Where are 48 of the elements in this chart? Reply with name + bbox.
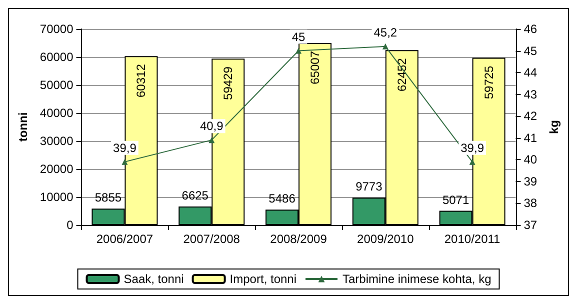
data-label: 59725 — [482, 65, 496, 100]
y2-axis-title: kg — [547, 120, 561, 134]
point — [382, 43, 388, 50]
y-tick-label: 0 — [66, 218, 74, 232]
y-tick-label: 70000 — [40, 22, 74, 36]
y2-tick-label: 38 — [524, 196, 538, 210]
data-label: 5486 — [268, 192, 296, 206]
data-label: 5855 — [94, 190, 122, 205]
point — [208, 137, 215, 144]
x-tick-label: 2007/2008 — [183, 232, 240, 246]
x-tick-label: 2008/2009 — [270, 232, 328, 246]
x-tick-label: 2010/2011 — [444, 232, 501, 246]
y2-tick-label: 42 — [524, 109, 538, 124]
data-label: 45,2 — [374, 25, 398, 40]
y-tick-label: 60000 — [40, 50, 74, 64]
legend-label: Saak, tonni — [124, 272, 184, 286]
y-tick-label: 10000 — [40, 190, 74, 204]
y-tick-label: 40000 — [40, 106, 74, 120]
y2-tick-label: 41 — [524, 130, 538, 145]
point — [296, 48, 302, 54]
y2-tick-label: 39 — [524, 174, 538, 188]
y-tick-label: 20000 — [40, 162, 74, 176]
y-axis-title: tonni — [16, 112, 30, 142]
data-label: 40,9 — [200, 119, 224, 134]
x-tick-label: 2006/2007 — [96, 232, 154, 246]
y2-tick-label: 43 — [524, 87, 538, 102]
data-label: 60312 — [134, 64, 148, 98]
data-label: 39,9 — [460, 140, 484, 155]
data-label: 65007 — [308, 50, 322, 84]
data-label: 6625 — [182, 188, 209, 202]
y2-tick-label: 45 — [524, 44, 538, 58]
data-label: 39,9 — [113, 140, 137, 155]
x-tick-label: 2009/2010 — [357, 232, 414, 246]
data-label: 62452 — [394, 58, 409, 92]
legend-label: Tarbimine inimese kohta, kg — [342, 272, 492, 286]
data-label: 59429 — [221, 66, 236, 100]
data-label: 45 — [292, 30, 306, 44]
point — [469, 158, 476, 165]
data-label: 9773 — [356, 180, 383, 194]
y-tick-label: 50000 — [40, 78, 74, 92]
data-label: 5071 — [442, 192, 470, 207]
y-tick-label: 30000 — [40, 134, 74, 148]
y2-tick-label: 44 — [524, 66, 538, 80]
point — [122, 158, 128, 165]
y2-tick-label: 46 — [524, 22, 538, 36]
y2-tick-label: 37 — [524, 218, 538, 232]
y2-tick-label: 40 — [524, 152, 538, 167]
legend-label: Import, tonni — [230, 272, 297, 286]
